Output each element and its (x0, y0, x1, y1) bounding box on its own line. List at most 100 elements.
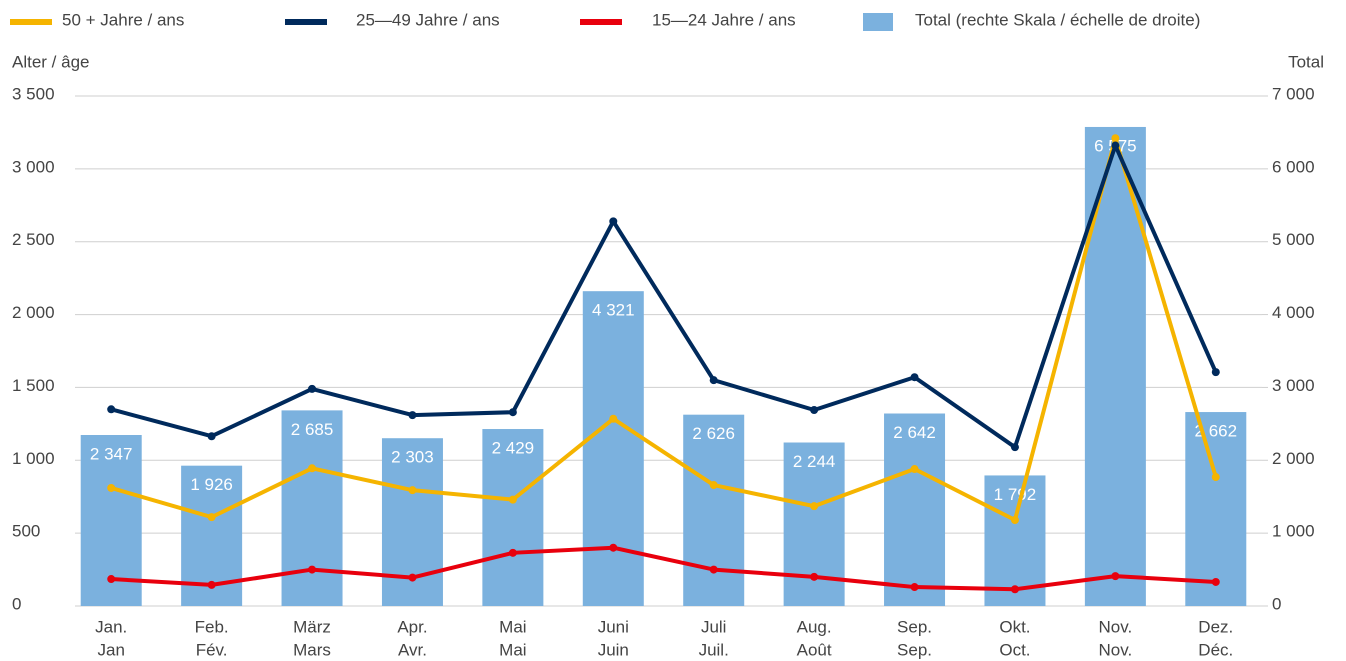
x-tick-label: Juin (598, 640, 629, 659)
x-tick-label: Mai (499, 640, 526, 659)
x-tick-label: Mars (293, 640, 331, 659)
x-tick-label: Okt. (999, 617, 1030, 636)
data-label: 2 626 (692, 424, 735, 443)
y-axis-title: Alter / âge (12, 52, 90, 71)
bar (582, 291, 644, 606)
y-tick-label: 1 500 (12, 376, 55, 395)
data-label: 4 321 (592, 301, 635, 320)
x-tick-label: Sep. (897, 640, 932, 659)
line-marker (508, 495, 517, 504)
y-tick-label: 2 500 (12, 230, 55, 249)
line-marker (107, 405, 116, 414)
line-marker (1111, 141, 1120, 150)
y2-tick-label: 0 (1272, 594, 1281, 613)
data-label: 2 347 (90, 444, 133, 463)
x-tick-label: Nov. (1099, 617, 1133, 636)
legend-label: 15—24 Jahre / ans (652, 10, 796, 29)
bar (482, 429, 544, 606)
line-marker (709, 481, 718, 490)
bar (1084, 126, 1146, 606)
data-label: 2 244 (793, 452, 836, 471)
y2-tick-label: 1 000 (1272, 522, 1315, 541)
data-label: 1 926 (190, 475, 233, 494)
line-marker (408, 486, 417, 495)
line-marker (508, 548, 517, 557)
y-tick-label: 500 (12, 522, 40, 541)
bar (683, 414, 745, 606)
y2-axis-title: Total (1288, 52, 1324, 71)
line-marker (107, 483, 116, 492)
x-tick-label: Jan (97, 640, 124, 659)
x-tick-label: Sep. (897, 617, 932, 636)
x-tick-label: Jan. (95, 617, 127, 636)
x-tick-label: Nov. (1099, 640, 1133, 659)
legend-swatch (863, 13, 893, 31)
legend-label: 25—49 Jahre / ans (356, 10, 500, 29)
y2-tick-label: 4 000 (1272, 303, 1315, 322)
data-label: 2 303 (391, 448, 434, 467)
x-tick-label: Aug. (797, 617, 832, 636)
line-marker (609, 543, 618, 552)
line-marker (810, 572, 819, 581)
line (110, 143, 1218, 450)
data-label: 2 429 (492, 439, 535, 458)
line-marker (609, 414, 618, 423)
line-marker (207, 580, 216, 589)
legend-label: Total (rechte Skala / échelle de droite) (915, 10, 1200, 29)
data-label: 2 642 (893, 423, 936, 442)
x-tick-label: Apr. (397, 617, 427, 636)
line-marker (1111, 572, 1120, 581)
x-tick-label: Juni (598, 617, 629, 636)
y-tick-label: 3 000 (12, 157, 55, 176)
bar (884, 413, 946, 606)
y-tick-label: 0 (12, 594, 21, 613)
bar (281, 410, 343, 606)
y-tick-label: 3 500 (12, 84, 55, 103)
y-tick-label: 2 000 (12, 303, 55, 322)
line-marker (207, 432, 216, 441)
x-tick-label: Avr. (398, 640, 427, 659)
line-marker (1211, 368, 1220, 377)
line-marker (107, 575, 116, 584)
x-tick-label: Août (797, 640, 832, 659)
line-marker (910, 583, 919, 592)
line-marker (709, 565, 718, 574)
line-marker (810, 406, 819, 415)
legend-label: 50 + Jahre / ans (62, 10, 184, 29)
x-tick-label: Feb. (195, 617, 229, 636)
x-tick-label: Fév. (196, 640, 228, 659)
x-tick-label: Juli (701, 617, 727, 636)
line-marker (1211, 577, 1220, 586)
line-marker (1010, 585, 1019, 594)
line-marker (1010, 516, 1019, 525)
line-marker (308, 464, 317, 473)
y2-tick-label: 2 000 (1272, 449, 1315, 468)
line-marker (508, 408, 517, 417)
y2-tick-label: 6 000 (1272, 157, 1315, 176)
line-marker (207, 513, 216, 522)
line-marker (910, 465, 919, 474)
line (111, 545, 1216, 592)
data-label: 2 685 (291, 420, 334, 439)
line-marker (408, 411, 417, 420)
line-marker (1010, 443, 1019, 452)
x-tick-label: Dez. (1198, 617, 1233, 636)
x-tick-label: Oct. (999, 640, 1030, 659)
y2-tick-label: 3 000 (1272, 376, 1315, 395)
x-tick-label: Juil. (699, 640, 729, 659)
line-marker (709, 376, 718, 385)
y-tick-label: 1 000 (12, 449, 55, 468)
x-tick-label: Déc. (1198, 640, 1233, 659)
y2-tick-label: 7 000 (1272, 84, 1315, 103)
line-marker (609, 217, 618, 226)
line-marker (408, 573, 417, 582)
line-marker (910, 373, 919, 382)
line-marker (1211, 473, 1220, 482)
x-tick-label: März (293, 617, 331, 636)
bar (1185, 412, 1247, 606)
data-label: 1 792 (994, 485, 1037, 504)
line (110, 136, 1218, 523)
line-marker (810, 502, 819, 511)
line-marker (1111, 134, 1120, 143)
